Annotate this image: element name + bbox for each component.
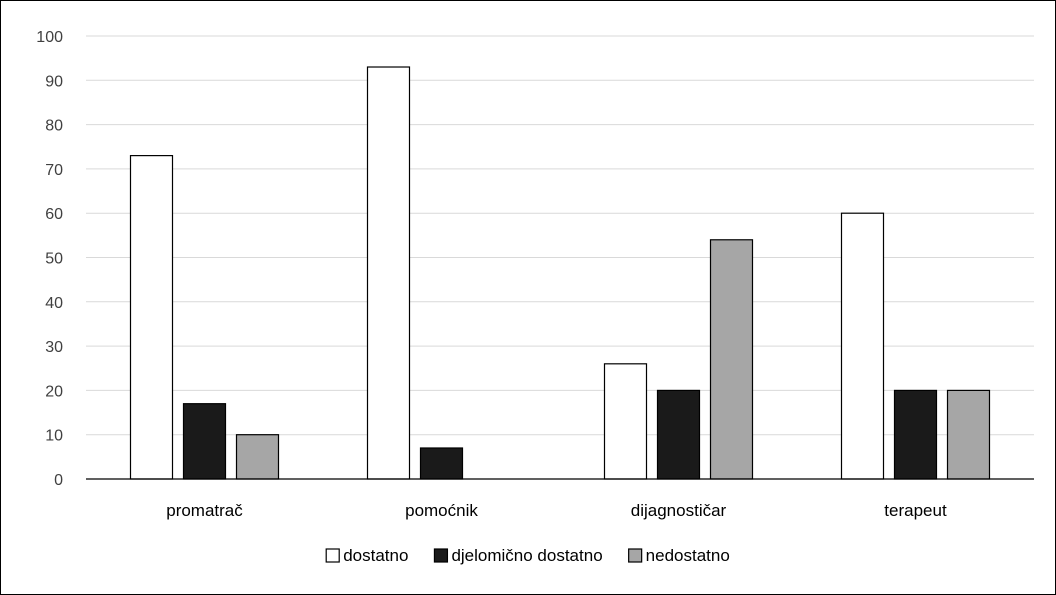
x-category-label: promatrač [166,501,243,520]
bar-djelomično-dostatno-3 [893,389,938,480]
y-tick-label: 80 [45,118,63,135]
bar-dostatno-3 [840,212,885,480]
x-category-label: dijagnostičar [631,501,727,520]
bar-dostatno-1 [366,66,411,480]
bar-dostatno-0 [129,155,174,480]
x-axis-category-labels: promatrač pomoćnik dijagnostičar terapeut [166,501,947,520]
x-category-label: pomoćnik [405,501,478,520]
y-axis-tick-labels: 0 10 20 30 40 50 60 70 80 90 100 [36,29,63,489]
legend: dostatno djelomično dostatno nedostatno [325,546,730,565]
legend-label: nedostatno [646,546,730,565]
legend-label: djelomično dostatno [451,546,602,565]
y-tick-label: 40 [45,295,63,312]
y-tick-label: 60 [45,206,63,223]
gridlines [86,35,1034,436]
legend-swatch-djelomično-dostatno [433,548,449,563]
y-tick-label: 10 [45,428,63,445]
bar-nedostatno-0 [235,434,280,480]
y-tick-label: 100 [36,29,63,46]
bar-djelomično-dostatno-2 [656,389,701,480]
bar-dostatno-2 [603,363,648,480]
y-tick-label: 0 [54,472,63,489]
bar-djelomično-dostatno-0 [182,403,227,480]
y-tick-label: 70 [45,162,63,179]
bars [129,66,991,480]
bar-nedostatno-2 [709,239,754,480]
y-tick-label: 30 [45,339,63,356]
legend-label: dostatno [343,546,408,565]
y-tick-label: 90 [45,73,63,90]
y-tick-label: 20 [45,383,63,400]
legend-swatch-dostatno [325,548,340,563]
bar-djelomično-dostatno-1 [419,447,464,480]
x-category-label: terapeut [884,501,947,520]
bar-nedostatno-3 [946,389,991,480]
legend-swatch-nedostatno [628,548,643,563]
y-tick-label: 50 [45,251,63,268]
